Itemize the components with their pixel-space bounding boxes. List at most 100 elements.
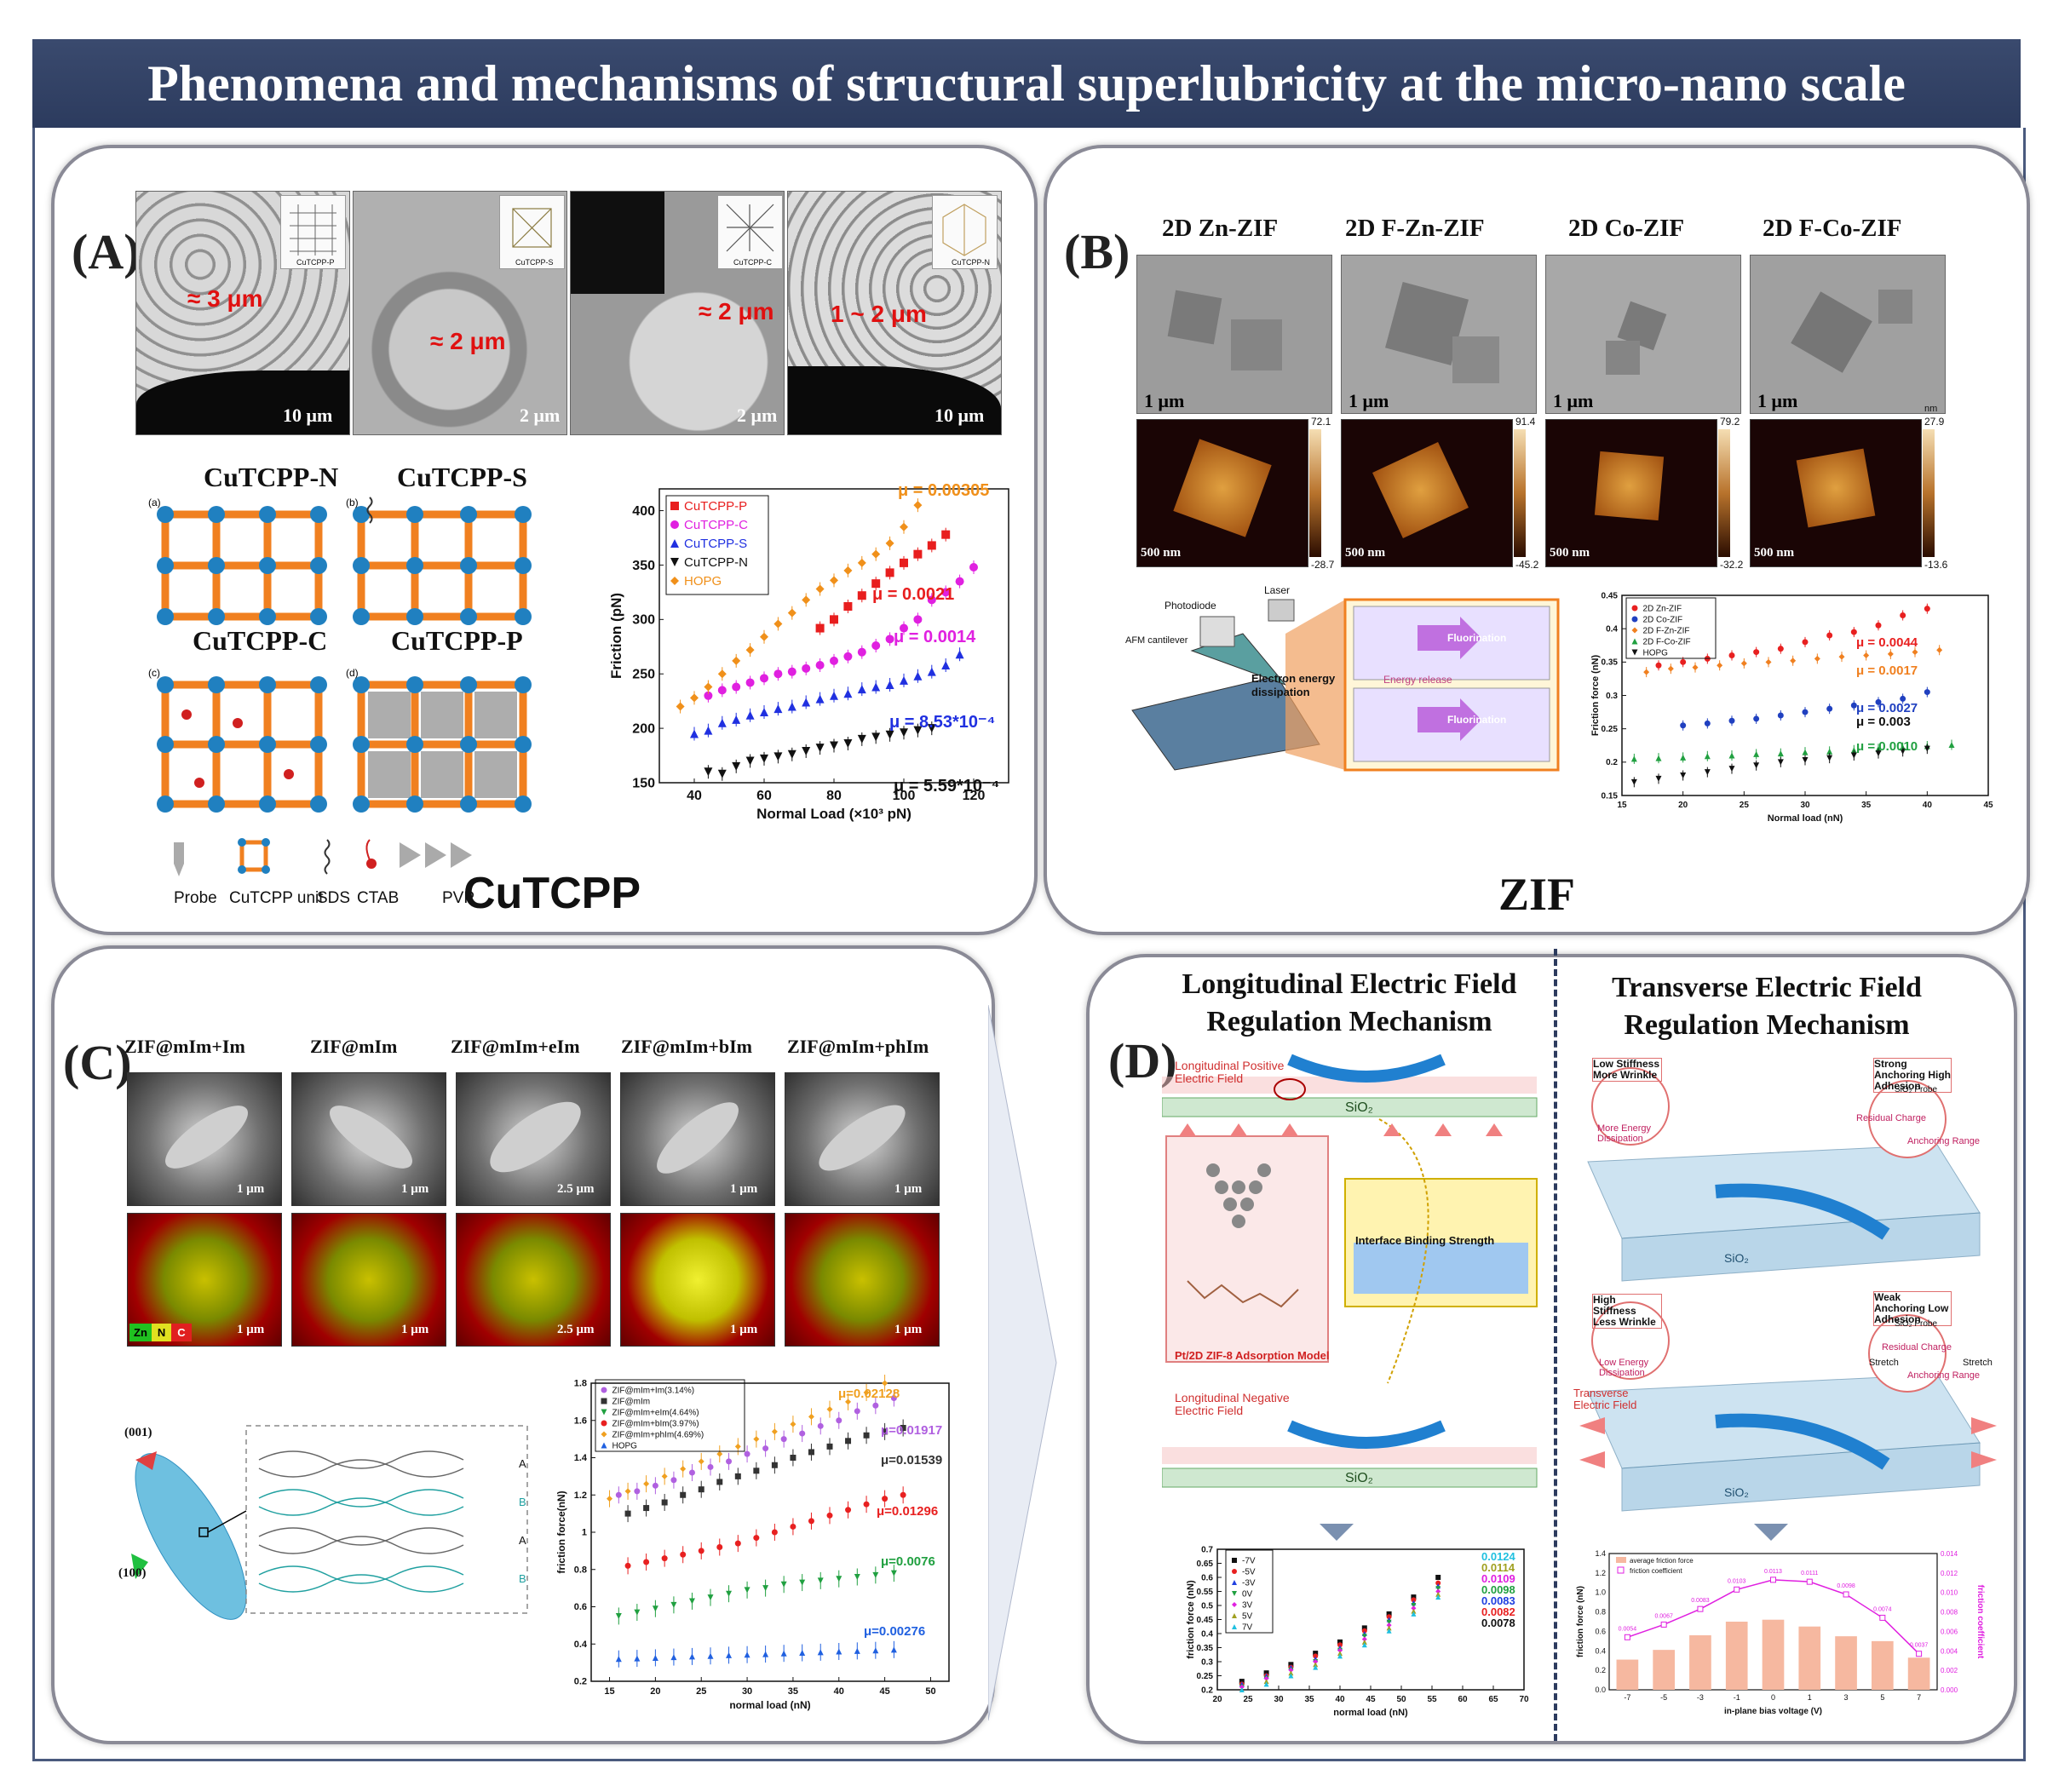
annotation: μ = 0.0014 [894, 628, 976, 646]
data-point [732, 682, 741, 692]
title-banner: Phenomena and mechanisms of structural s… [32, 39, 2021, 128]
legend-label: 5V [1242, 1611, 1253, 1621]
data-point [698, 1486, 704, 1493]
cbar-bot-3: -32.2 [1720, 559, 1744, 571]
coef-marker [1734, 1586, 1740, 1593]
data-point [1337, 1651, 1343, 1657]
lattice-c: (c) [148, 667, 327, 813]
stack-b-1: B [519, 1496, 526, 1508]
chart-a: 40 60 80 100 120 150 200 250 300 350 400 Normal Loa… [608, 481, 1009, 822]
data-point [732, 715, 741, 724]
x-tick-label: 7 [1917, 1693, 1921, 1702]
eds-n: N [151, 1324, 172, 1341]
data-point [1753, 750, 1760, 757]
coef-marker [1879, 1614, 1886, 1621]
eds-map-2: 1 μm [291, 1213, 446, 1347]
svg-text:(d): (d) [346, 667, 359, 679]
data-point [1680, 658, 1687, 665]
data-point [900, 623, 908, 633]
annotation: 0.0083 [1481, 1594, 1515, 1607]
data-point [1386, 1625, 1392, 1631]
data-point [815, 694, 825, 704]
x-tick-label: 20 [1212, 1695, 1222, 1704]
lattice-n: (a) [148, 497, 327, 625]
eds-zn: Zn [129, 1324, 152, 1341]
data-point [652, 1482, 658, 1489]
data-point [1361, 1628, 1367, 1634]
legend-marker [670, 539, 679, 548]
data-point [1875, 698, 1882, 705]
cbar-bot-2: -45.2 [1515, 559, 1539, 571]
x-tick-label: 45 [1983, 801, 1993, 810]
y-tick-label: 0.45 [1602, 591, 1619, 600]
legend-label: friction coefficient [1630, 1567, 1682, 1575]
data-point [927, 595, 936, 605]
d-anchoring-1: Anchoring Range [1907, 1136, 1981, 1146]
data-point [1435, 1591, 1441, 1597]
data-point [762, 1445, 769, 1452]
data-point [661, 1473, 668, 1479]
eds-scale-5: 1 μm [894, 1323, 923, 1336]
data-point [854, 1647, 860, 1654]
annotation: μ=0.0076 [881, 1554, 935, 1569]
data-point [1753, 715, 1760, 722]
inset-label-s: CuTCPP-S [515, 258, 554, 267]
inset-label-n: CuTCPP-N [952, 258, 991, 267]
annotation: μ=0.01539 [881, 1453, 942, 1467]
data-point [744, 1587, 750, 1594]
c-to-d-arrow [988, 1005, 1057, 1720]
zif-tem-1: 1 μm [1136, 255, 1332, 414]
data-point [857, 734, 866, 744]
legend-marker [1232, 1580, 1237, 1585]
data-point [826, 1443, 833, 1450]
schem-electron: Electron energy dissipation [1251, 672, 1336, 698]
annotation: μ = 0.0017 [1856, 663, 1918, 678]
legend-pvp: PVP [442, 889, 475, 907]
data-point [771, 1428, 778, 1435]
y-tick-label: 0.2 [574, 1677, 587, 1687]
data-point [1814, 655, 1820, 662]
data-point [1411, 1594, 1417, 1600]
data-point [615, 1612, 622, 1619]
coef-marker [1806, 1578, 1813, 1585]
data-point [670, 1654, 677, 1661]
legend-box [1625, 597, 1717, 659]
data-point [836, 1417, 842, 1424]
x-tick-label: 25 [1740, 801, 1750, 810]
data-point [830, 615, 838, 624]
data-point [815, 661, 825, 669]
data-point [1239, 1687, 1245, 1692]
legend-box [595, 1379, 745, 1452]
annotation: 0.0078 [1481, 1617, 1515, 1629]
schem-release: Energy release [1383, 674, 1452, 686]
legend-probe: Probe [174, 889, 217, 907]
annotation: μ = 5.59*10⁻⁴ [894, 777, 999, 795]
legend-label: HOPG [684, 574, 722, 589]
legend-marker [670, 558, 679, 566]
data-point [885, 635, 894, 644]
data-point [717, 669, 727, 679]
legend-label: 0V [1242, 1589, 1253, 1599]
data-point [817, 1649, 824, 1656]
data-point [1411, 1608, 1417, 1614]
data-point [1361, 1634, 1367, 1640]
d-probe-2: SiO₂ Probe [1895, 1319, 1938, 1329]
struct-title-s: CuTCPP-S [397, 462, 527, 492]
legend-label: ZIF@mIm+Im(3.14%) [612, 1386, 695, 1395]
data-point [624, 1510, 631, 1517]
data-point [1728, 652, 1735, 658]
y-tick-label: 1.4 [574, 1453, 588, 1463]
data-point [717, 769, 727, 778]
data-point [690, 693, 699, 703]
inset-cutcpp-n: CuTCPP-N [932, 195, 998, 269]
schem-photodiode: Photodiode [1165, 600, 1216, 612]
data-point [1655, 662, 1662, 669]
inset-cutcpp-p: CuTCPP-P [280, 195, 346, 269]
chart-c: 15 20 25 30 35 40 45 50 0.2 0.4 0.6 0.8 1 1.2 1.4 1.6 1.… [555, 1375, 950, 1711]
data-point [1924, 606, 1930, 612]
data-point [1386, 1628, 1392, 1634]
series-2D F-Zn-ZIF [1643, 645, 1943, 678]
series-CuTCPP-P [815, 527, 951, 635]
x-tick-label: 45 [879, 1686, 889, 1697]
data-point [760, 707, 768, 716]
